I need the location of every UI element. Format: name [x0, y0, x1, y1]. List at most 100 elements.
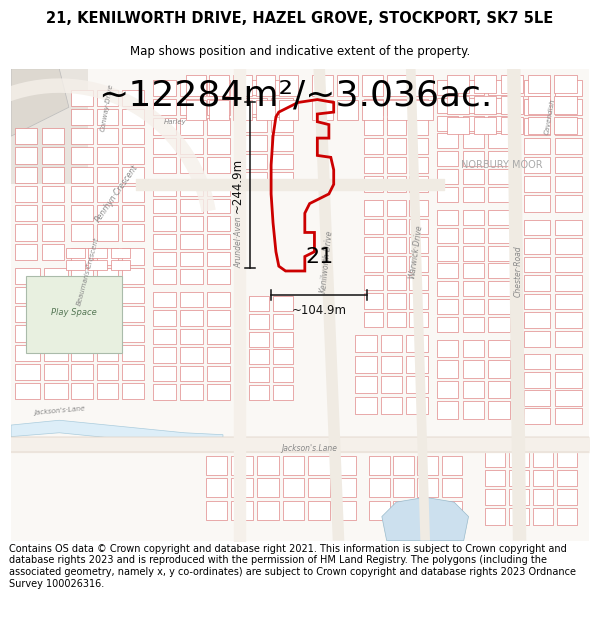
Bar	[437, 340, 458, 357]
Bar	[463, 340, 484, 357]
Bar	[446, 75, 469, 92]
Bar	[418, 456, 438, 474]
Bar	[555, 99, 581, 116]
Text: 21: 21	[305, 246, 334, 266]
Bar	[463, 299, 484, 314]
Bar	[524, 312, 550, 328]
Bar	[463, 317, 484, 332]
Bar	[180, 384, 203, 399]
Bar	[208, 157, 230, 173]
Bar	[244, 80, 266, 96]
Bar	[533, 470, 553, 486]
Text: Chester·Road: Chester·Road	[514, 245, 523, 297]
Bar	[122, 364, 144, 380]
Bar	[153, 251, 176, 266]
Bar	[232, 456, 253, 474]
Bar	[15, 244, 37, 260]
Bar	[555, 372, 581, 388]
Bar	[232, 478, 253, 497]
Bar	[364, 219, 383, 234]
Bar	[409, 138, 428, 154]
Bar	[208, 138, 230, 154]
Bar	[463, 116, 484, 131]
Bar	[533, 509, 553, 524]
Bar	[524, 219, 550, 235]
Bar	[473, 96, 496, 114]
Bar	[249, 349, 269, 364]
Bar	[111, 260, 130, 270]
Text: Play Space: Play Space	[51, 308, 97, 317]
Bar	[153, 181, 176, 196]
Bar	[409, 293, 428, 309]
Bar	[257, 501, 278, 519]
Bar	[122, 186, 144, 202]
Bar	[41, 244, 64, 260]
Bar	[244, 98, 266, 114]
Bar	[555, 119, 581, 134]
Bar	[122, 326, 144, 342]
Bar	[97, 186, 118, 202]
Bar	[437, 134, 458, 149]
Bar	[364, 157, 383, 173]
Bar	[122, 345, 144, 361]
Bar	[488, 299, 510, 314]
Bar	[437, 98, 458, 112]
Bar	[555, 157, 581, 173]
Bar	[180, 234, 203, 249]
Bar	[500, 96, 523, 114]
Bar	[41, 167, 64, 182]
Text: Beaumaris·Crescent: Beaumaris·Crescent	[76, 236, 100, 306]
Bar	[122, 167, 144, 182]
Bar	[283, 478, 304, 497]
Bar	[509, 451, 529, 467]
Bar	[527, 117, 550, 134]
Bar	[71, 383, 92, 399]
Bar	[387, 176, 406, 192]
Bar	[524, 294, 550, 309]
Text: Contains OS data © Crown copyright and database right 2021. This information is : Contains OS data © Crown copyright and d…	[9, 544, 576, 589]
Bar	[524, 119, 550, 134]
Bar	[555, 219, 581, 235]
Bar	[463, 264, 484, 279]
Bar	[208, 99, 230, 116]
Bar	[180, 292, 203, 308]
Bar	[153, 329, 176, 344]
Bar	[180, 269, 203, 284]
Bar	[44, 326, 68, 342]
Bar	[533, 451, 553, 467]
Bar	[16, 268, 40, 284]
Bar	[500, 117, 523, 134]
Bar	[437, 361, 458, 378]
Bar	[355, 335, 377, 352]
Bar	[463, 401, 484, 419]
Bar	[524, 99, 550, 116]
Bar	[122, 224, 144, 241]
Bar	[488, 401, 510, 419]
Bar	[180, 251, 203, 266]
Bar	[180, 157, 203, 173]
Bar	[527, 96, 550, 114]
Bar	[387, 80, 406, 96]
Bar	[409, 157, 428, 173]
Bar	[71, 364, 92, 380]
Bar	[524, 391, 550, 406]
Bar	[412, 99, 433, 120]
Bar	[370, 478, 389, 497]
Bar	[463, 169, 484, 184]
Bar	[71, 128, 92, 144]
Bar	[180, 216, 203, 231]
Bar	[488, 317, 510, 332]
Bar	[71, 306, 92, 322]
Bar	[387, 99, 408, 120]
Bar	[208, 251, 230, 266]
Bar	[208, 199, 230, 213]
Bar	[15, 128, 37, 144]
Bar	[409, 274, 428, 290]
Bar	[97, 326, 118, 342]
Bar	[387, 99, 406, 116]
Bar	[283, 456, 304, 474]
Bar	[437, 210, 458, 225]
Polygon shape	[0, 78, 216, 213]
Bar	[485, 451, 505, 467]
Bar	[533, 489, 553, 506]
